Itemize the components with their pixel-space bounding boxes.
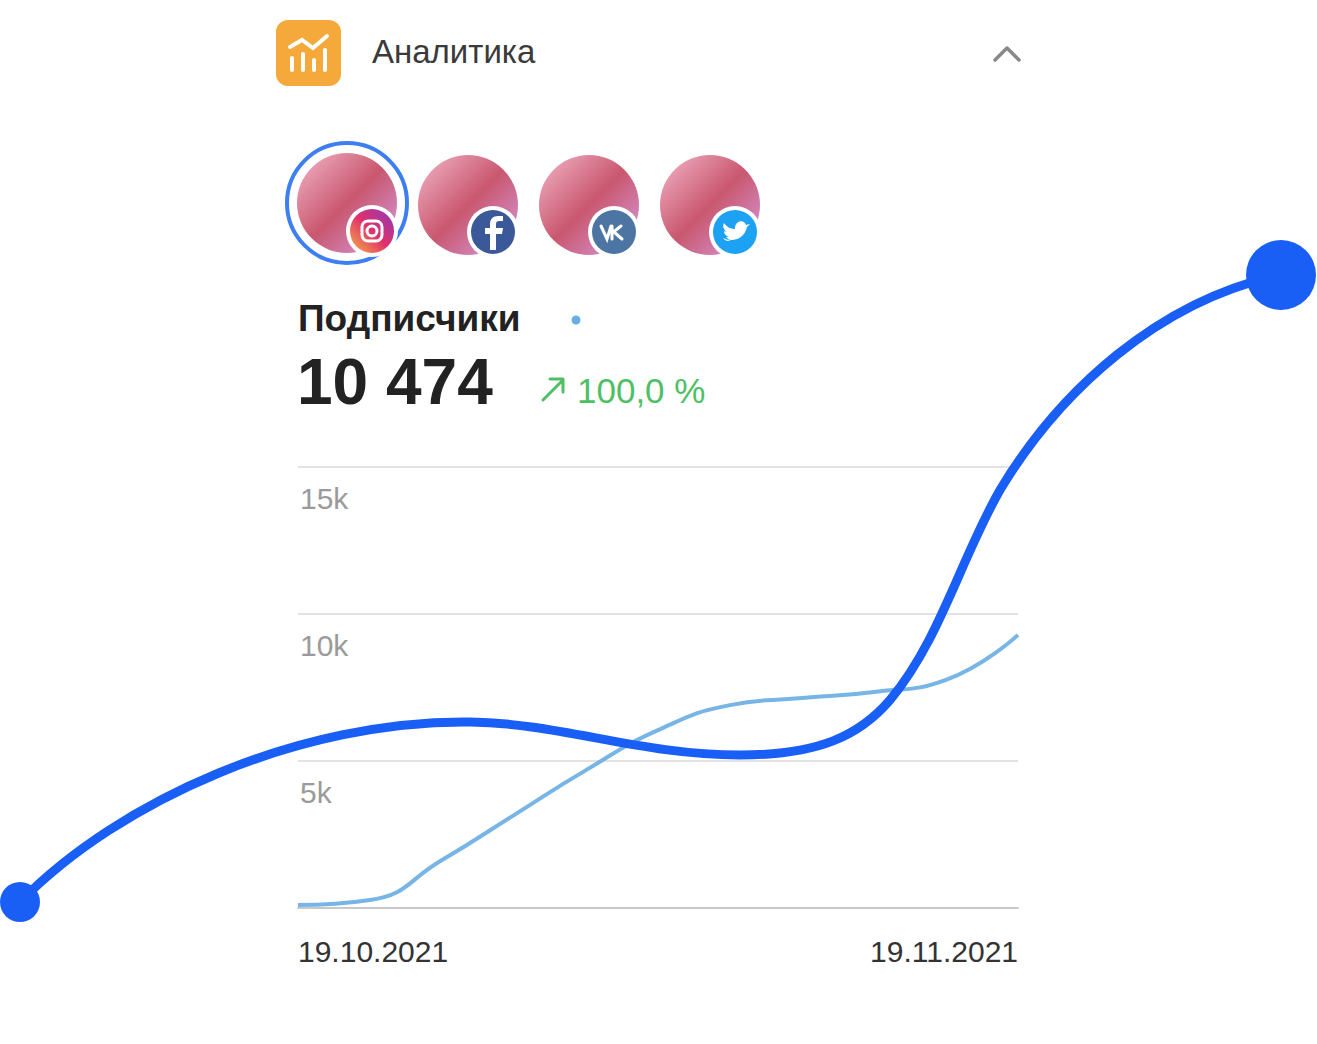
html-text:Подписчики: Подписчики <box>298 298 521 339</box>
html-text:Аналитика: Аналитика <box>372 33 536 70</box>
svg-text:19.11.2021: 19.11.2021 <box>870 935 1018 968</box>
svg-text:5k: 5k <box>300 776 333 809</box>
html-text:100,0 %: 100,0 % <box>577 371 706 410</box>
html-text:10 474: 10 474 <box>297 346 493 418</box>
svg-text:15k: 15k <box>300 482 349 515</box>
svg-text:19.10.2021: 19.10.2021 <box>298 935 448 968</box>
svg-text:10k: 10k <box>300 629 349 662</box>
